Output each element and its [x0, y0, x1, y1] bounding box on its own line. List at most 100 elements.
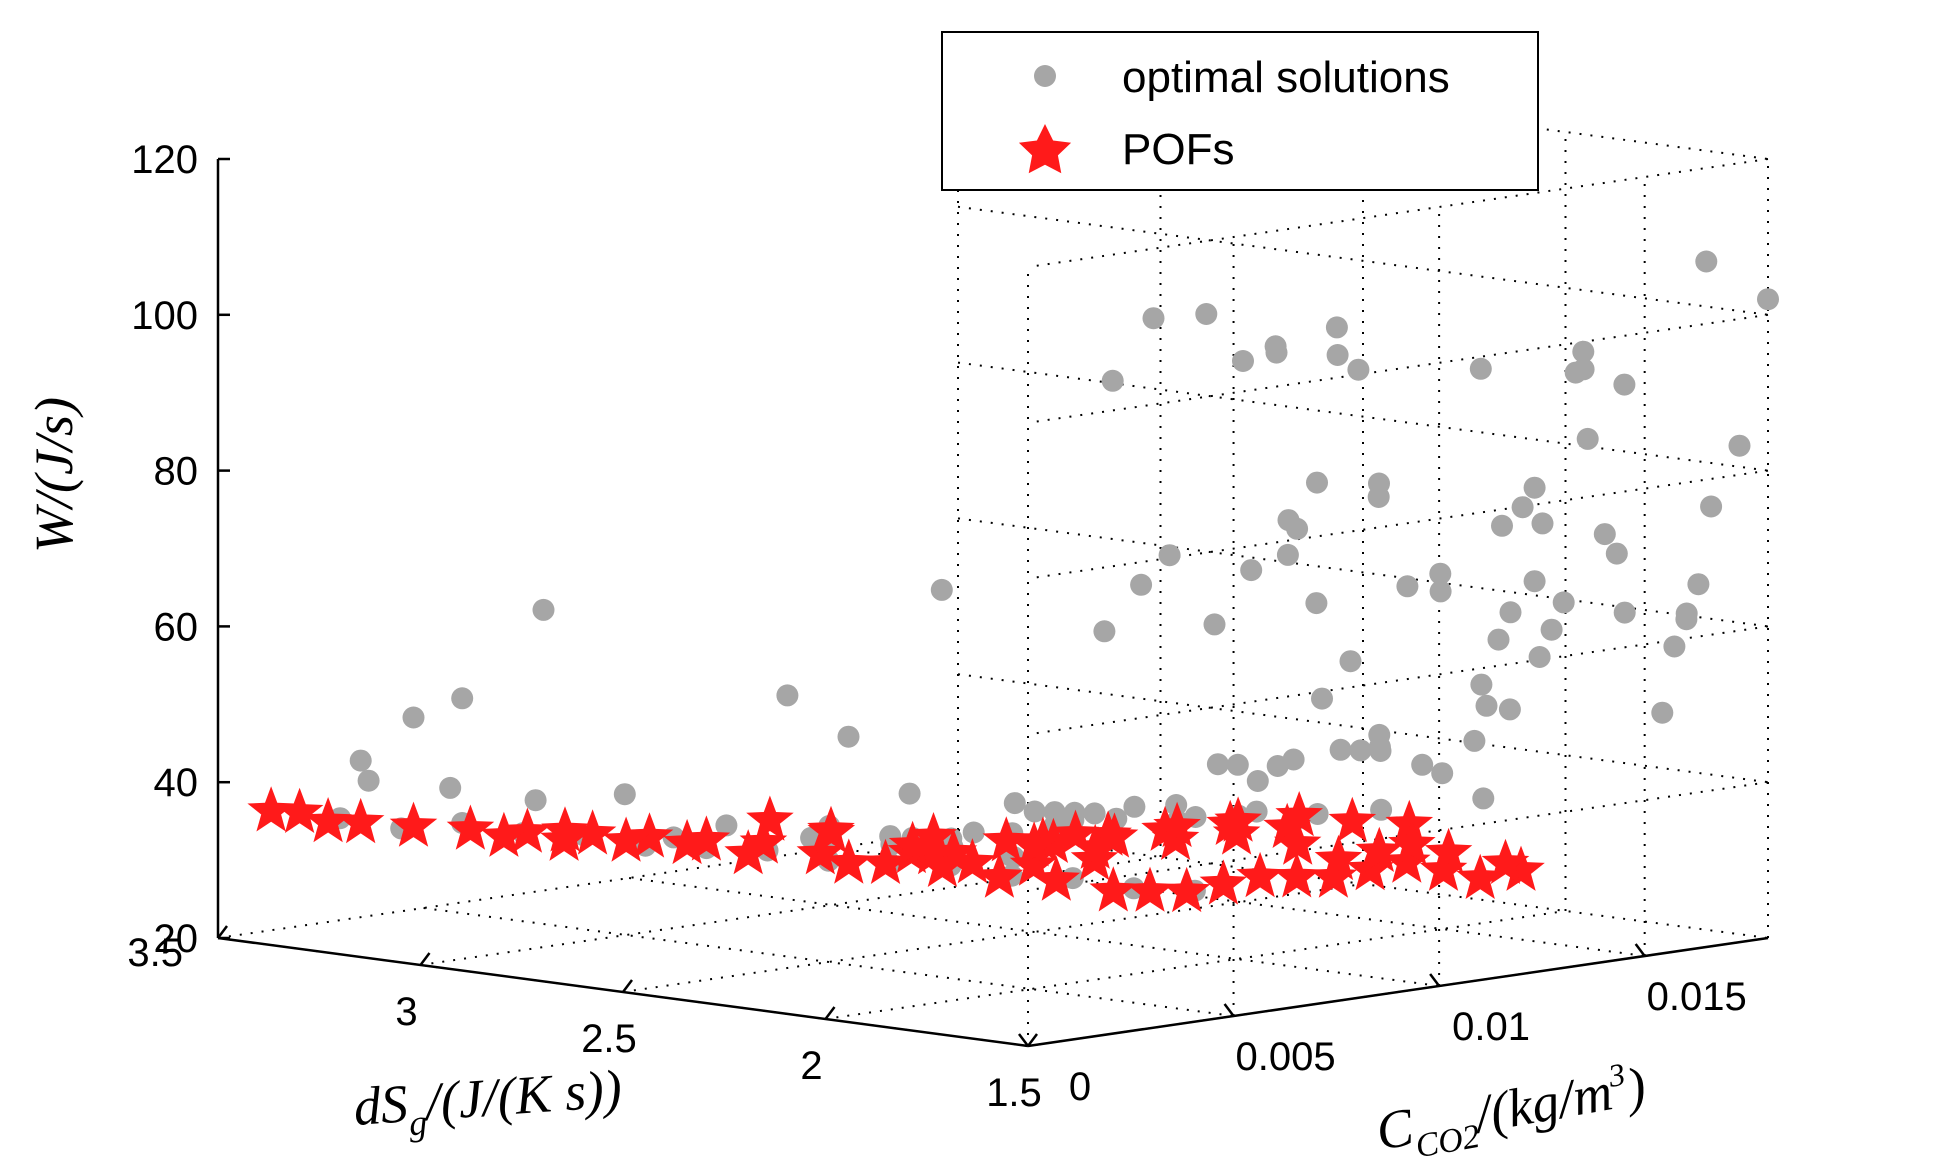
optimal-solution-point — [1123, 795, 1146, 818]
grid-lines — [217, 50, 1769, 1047]
pof-point — [982, 816, 1030, 862]
grid-line-y-floor — [628, 877, 1440, 987]
legend-label-pof: POFs — [1122, 125, 1234, 174]
grid-line-x-floor — [622, 883, 1364, 993]
optimal-solution-point — [1523, 570, 1546, 593]
pof-point — [929, 828, 978, 874]
optimal-solution-point — [1411, 753, 1434, 776]
optimal-solution-point — [1687, 573, 1710, 596]
optimal-solution-point — [1158, 544, 1181, 567]
optimal-solution-point — [1757, 288, 1779, 311]
x-tick-label: 2.5 — [581, 1017, 637, 1061]
z-axis-label: W/(J/s) — [24, 397, 84, 553]
optimal-solution-point — [1499, 601, 1522, 624]
pof-point — [336, 797, 385, 844]
optimal-solution-point — [1306, 471, 1328, 494]
pof-point — [796, 829, 845, 875]
x-tick-mark — [217, 925, 228, 939]
grid-line-x-floor — [825, 910, 1566, 1020]
grid-line-z — [1027, 313, 1769, 424]
optimal-solution-point — [1564, 361, 1587, 384]
optimal-solution-point — [1523, 476, 1546, 499]
optimal-solution-point — [962, 821, 985, 844]
y-axis-label-rest: /(kg/m — [1467, 1061, 1616, 1145]
optimal-solution-point — [1552, 591, 1575, 614]
x-axis-label-rest: /(J/(K s)) — [420, 1058, 623, 1132]
optimal-solution-point — [1226, 753, 1249, 776]
pof-point — [1481, 838, 1530, 884]
optimal-solution-point — [1431, 762, 1454, 785]
optimal-solution-point — [1368, 472, 1390, 495]
pof-point — [1162, 866, 1211, 913]
x-tick-mark — [419, 952, 431, 966]
y-axis-label-main: C — [1372, 1096, 1419, 1161]
optimal-solution-point — [898, 782, 921, 805]
pof-point — [888, 820, 937, 866]
optimal-solution-point — [715, 814, 738, 837]
x-tick-label: 3.5 — [127, 931, 183, 975]
optimal-solution-point — [1675, 602, 1698, 625]
optimal-solution-point — [439, 776, 462, 799]
pof-point — [1032, 855, 1081, 901]
pof-point — [446, 804, 495, 850]
optimal-solution-point — [1083, 802, 1106, 825]
optimal-solution-point — [1472, 787, 1495, 810]
y-tick-mark — [1018, 1033, 1029, 1047]
pof-point — [1126, 866, 1174, 912]
optimal-solution-point — [1605, 542, 1628, 565]
pof-point — [1273, 819, 1322, 865]
y-tick-label: 0 — [1069, 1065, 1091, 1109]
x-tick-label: 2 — [800, 1044, 822, 1088]
pof-point — [1419, 845, 1468, 891]
pof-point — [1273, 852, 1321, 898]
pof-point — [861, 838, 910, 884]
legend-label-optimal: optimal solutions — [1122, 53, 1450, 102]
optimal-solution-point — [1023, 800, 1046, 823]
optimal-solution-point — [1429, 562, 1452, 585]
data-points — [247, 250, 1779, 913]
optimal-solution-point — [1531, 512, 1554, 535]
optimal-solution-point — [1305, 592, 1328, 615]
z-tick-label: 80 — [154, 450, 199, 494]
y-axis-label-superscript: 3 — [1605, 1056, 1628, 1094]
pof-point — [1090, 812, 1139, 858]
optimal-solution-point — [524, 789, 547, 812]
x-axis-label-subscript: g — [408, 1102, 429, 1143]
optimal-solution-point — [532, 598, 555, 621]
pof-point — [746, 795, 794, 841]
pof-point — [1383, 837, 1431, 883]
y-tick-label: 0.005 — [1236, 1035, 1336, 1079]
grid-line-y-floor — [834, 847, 1645, 957]
optimal-solution-point — [1528, 646, 1551, 668]
pof-point — [1314, 834, 1363, 881]
pof-point — [503, 807, 552, 853]
pof-point — [948, 838, 997, 884]
grid-line-z — [957, 205, 1769, 316]
y-axis-label-subscript: CO2 — [1413, 1118, 1483, 1161]
optimal-solution-point — [1463, 729, 1486, 752]
pof-point — [602, 816, 650, 862]
pof-point — [1328, 796, 1377, 842]
pof-point — [1385, 799, 1434, 845]
pof-point — [1236, 851, 1284, 898]
optimal-solution-point — [1593, 523, 1616, 546]
optimal-solution-point — [1540, 618, 1563, 641]
optimal-solution-point — [1246, 770, 1269, 792]
legend-marker-optimal — [1034, 65, 1056, 87]
axes — [216, 157, 1769, 1048]
z-tick-label: 60 — [154, 605, 199, 649]
pof-point — [1089, 866, 1138, 912]
optimal-solution-point — [1195, 303, 1218, 325]
optimal-solution-point — [1695, 250, 1718, 273]
optimal-solution-point — [1576, 427, 1599, 450]
optimal-solution-point — [357, 769, 380, 792]
legend-marker-pof — [1018, 124, 1072, 174]
pof-point — [1424, 827, 1473, 874]
x-tick-mark — [1027, 1033, 1038, 1047]
pof-point — [389, 801, 438, 847]
z-tick-label: 40 — [154, 761, 199, 805]
optimal-solution-point — [1101, 369, 1124, 392]
pof-point — [1010, 821, 1058, 867]
pof-point — [663, 818, 711, 865]
optimal-solution-point — [1663, 635, 1686, 658]
